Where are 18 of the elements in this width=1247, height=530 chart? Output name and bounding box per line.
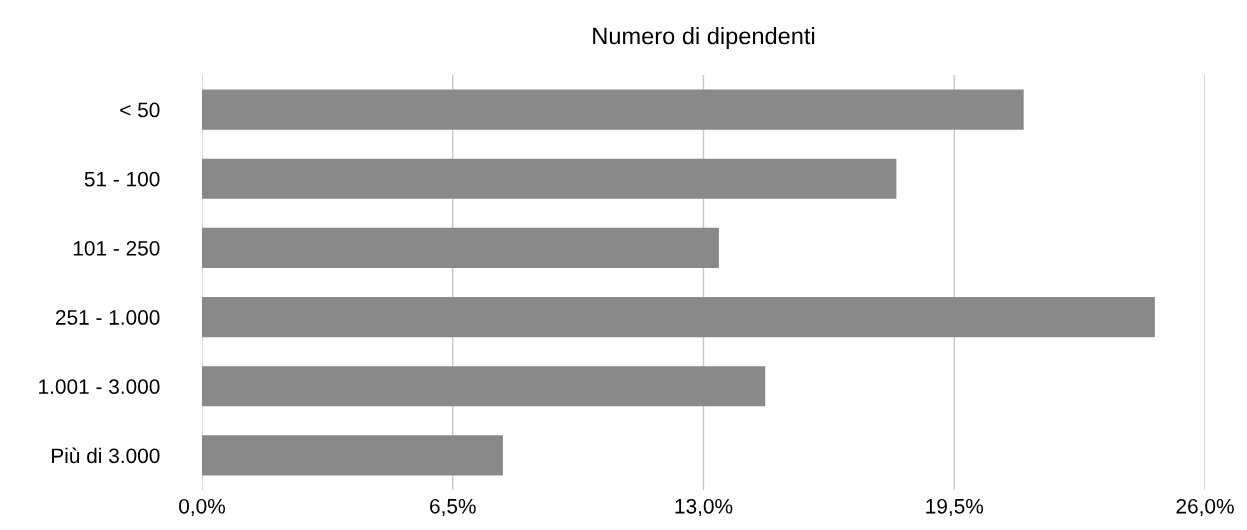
chart-title: Numero di dipendenti: [593, 27, 815, 49]
bar: [202, 227, 719, 268]
y-tick-label: Più di 3.000: [52, 447, 160, 464]
y-tick-label: 51 - 100: [84, 171, 160, 187]
bar: [202, 89, 1024, 130]
y-tick-label: 1.001 - 3.000: [39, 379, 160, 394]
x-tick-label: 6,5%: [430, 498, 476, 517]
x-tick-label: 13,0%: [675, 498, 733, 517]
x-tick-label: 26,0%: [1176, 498, 1234, 517]
y-tick-label: 251 - 1.000: [55, 310, 160, 325]
bar: [202, 366, 766, 407]
bar: [202, 297, 1155, 338]
bar: [202, 435, 503, 476]
x-tick-label: 0,0%: [179, 498, 225, 517]
bar: [202, 158, 897, 199]
x-tick-label: 19,5%: [926, 498, 984, 517]
y-tick-label: 101 - 250: [73, 240, 160, 256]
y-tick-label: < 50: [120, 102, 160, 118]
